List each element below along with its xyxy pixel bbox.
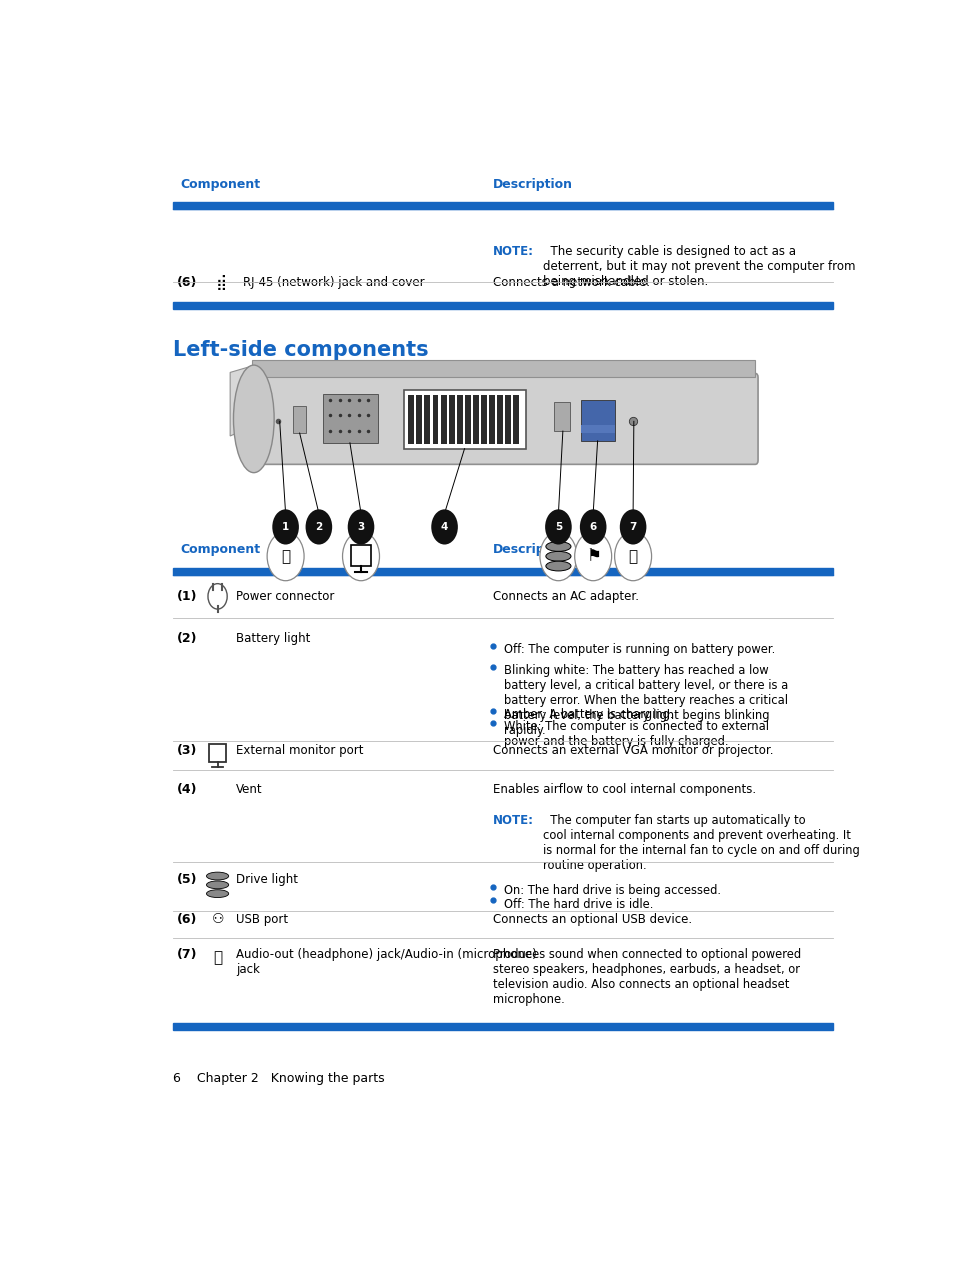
Ellipse shape xyxy=(545,561,571,572)
Text: 🎧: 🎧 xyxy=(628,549,637,564)
Bar xyxy=(209,744,226,762)
Text: Component: Component xyxy=(180,178,260,190)
Ellipse shape xyxy=(206,881,229,889)
Text: Off: The hard drive is idle.: Off: The hard drive is idle. xyxy=(504,898,653,911)
Circle shape xyxy=(579,509,606,545)
Circle shape xyxy=(272,509,298,545)
Text: Power connector: Power connector xyxy=(235,589,335,603)
Text: Component: Component xyxy=(180,544,260,556)
Text: Blinking white: The battery has reached a low
battery level, a critical battery : Blinking white: The battery has reached … xyxy=(504,664,788,737)
Text: USB port: USB port xyxy=(235,913,288,926)
Bar xyxy=(408,395,414,443)
Text: RJ-45 (network) jack and cover: RJ-45 (network) jack and cover xyxy=(243,276,425,290)
Bar xyxy=(432,395,438,443)
Bar xyxy=(473,395,478,443)
Bar xyxy=(293,405,306,433)
Bar xyxy=(580,400,614,441)
Text: ⣾: ⣾ xyxy=(215,276,227,290)
Text: Produces sound when connected to optional powered
stereo speakers, headphones, e: Produces sound when connected to optiona… xyxy=(492,949,800,1006)
Text: Vent: Vent xyxy=(235,784,262,796)
Ellipse shape xyxy=(206,890,229,898)
Bar xyxy=(497,395,502,443)
Bar xyxy=(554,401,570,431)
Text: Amber: A battery is charging.: Amber: A battery is charging. xyxy=(504,707,673,721)
Text: (6): (6) xyxy=(176,276,197,290)
Text: External monitor port: External monitor port xyxy=(235,744,363,757)
Bar xyxy=(456,395,462,443)
Text: Audio-out (headphone) jack/Audio-in (microphone)
jack: Audio-out (headphone) jack/Audio-in (mic… xyxy=(235,949,537,977)
Text: (2): (2) xyxy=(176,631,197,645)
Circle shape xyxy=(431,509,457,545)
Bar xyxy=(440,395,446,443)
Text: Connects an AC adapter.: Connects an AC adapter. xyxy=(492,589,638,603)
Bar xyxy=(424,395,430,443)
Bar xyxy=(416,395,422,443)
Text: Drive light: Drive light xyxy=(235,872,297,886)
Bar xyxy=(173,202,832,210)
Text: ⚑: ⚑ xyxy=(585,547,600,565)
Bar xyxy=(322,394,377,443)
Text: Description: Description xyxy=(492,178,572,190)
FancyBboxPatch shape xyxy=(249,373,758,465)
Text: (4): (4) xyxy=(176,784,197,796)
Text: Description: Description xyxy=(492,544,572,556)
Bar xyxy=(505,395,511,443)
Text: NOTE:: NOTE: xyxy=(492,814,533,828)
Text: 4: 4 xyxy=(440,522,448,532)
Text: (7): (7) xyxy=(176,949,197,961)
Text: (5): (5) xyxy=(176,872,197,886)
Ellipse shape xyxy=(233,364,274,472)
Text: ⚇: ⚇ xyxy=(212,912,224,926)
Text: Off: The computer is running on battery power.: Off: The computer is running on battery … xyxy=(504,644,775,657)
Text: 🎧: 🎧 xyxy=(213,950,222,965)
Ellipse shape xyxy=(545,551,571,561)
Ellipse shape xyxy=(545,541,571,551)
Bar xyxy=(403,390,525,448)
Text: 5: 5 xyxy=(555,522,561,532)
Text: ⏻: ⏻ xyxy=(281,549,290,564)
Circle shape xyxy=(614,532,651,580)
Circle shape xyxy=(539,532,577,580)
Text: 1: 1 xyxy=(282,522,289,532)
Text: Battery light: Battery light xyxy=(235,631,310,645)
Circle shape xyxy=(305,509,332,545)
Text: On: The hard drive is being accessed.: On: The hard drive is being accessed. xyxy=(504,884,720,897)
Text: NOTE:: NOTE: xyxy=(492,245,533,258)
Bar xyxy=(173,1022,832,1030)
Text: 3: 3 xyxy=(357,522,364,532)
Text: 6: 6 xyxy=(589,522,597,532)
Bar xyxy=(351,545,371,566)
Text: White: The computer is connected to external
power and the battery is fully char: White: The computer is connected to exte… xyxy=(504,720,769,748)
Bar xyxy=(480,395,486,443)
Bar xyxy=(580,425,614,433)
Text: Connects an optional USB device.: Connects an optional USB device. xyxy=(492,913,691,926)
Bar xyxy=(513,395,518,443)
Text: Enables airflow to cool internal components.: Enables airflow to cool internal compone… xyxy=(492,784,755,796)
Ellipse shape xyxy=(206,872,229,880)
Text: Connects a network cable.: Connects a network cable. xyxy=(492,276,649,290)
Text: Connects an external VGA monitor or projector.: Connects an external VGA monitor or proj… xyxy=(492,744,772,757)
Text: The computer fan starts up automatically to
cool internal components and prevent: The computer fan starts up automatically… xyxy=(542,814,859,872)
Text: 2: 2 xyxy=(314,522,322,532)
Circle shape xyxy=(342,532,379,580)
Text: The security cable is designed to act as a
deterrent, but it may not prevent the: The security cable is designed to act as… xyxy=(542,245,855,288)
Bar xyxy=(173,568,832,575)
Bar xyxy=(489,395,495,443)
Text: (6): (6) xyxy=(176,913,197,926)
Text: Left-side components: Left-side components xyxy=(173,340,429,361)
Circle shape xyxy=(347,509,374,545)
Bar xyxy=(464,395,471,443)
Circle shape xyxy=(544,509,571,545)
Polygon shape xyxy=(230,363,263,436)
Text: (1): (1) xyxy=(176,589,197,603)
Bar xyxy=(252,359,755,377)
Text: 7: 7 xyxy=(629,522,636,532)
Circle shape xyxy=(267,532,304,580)
Text: 6    Chapter 2   Knowing the parts: 6 Chapter 2 Knowing the parts xyxy=(173,1072,384,1085)
Bar xyxy=(448,395,455,443)
Bar xyxy=(173,302,832,309)
Text: (3): (3) xyxy=(176,744,197,757)
Circle shape xyxy=(619,509,646,545)
Circle shape xyxy=(574,532,611,580)
